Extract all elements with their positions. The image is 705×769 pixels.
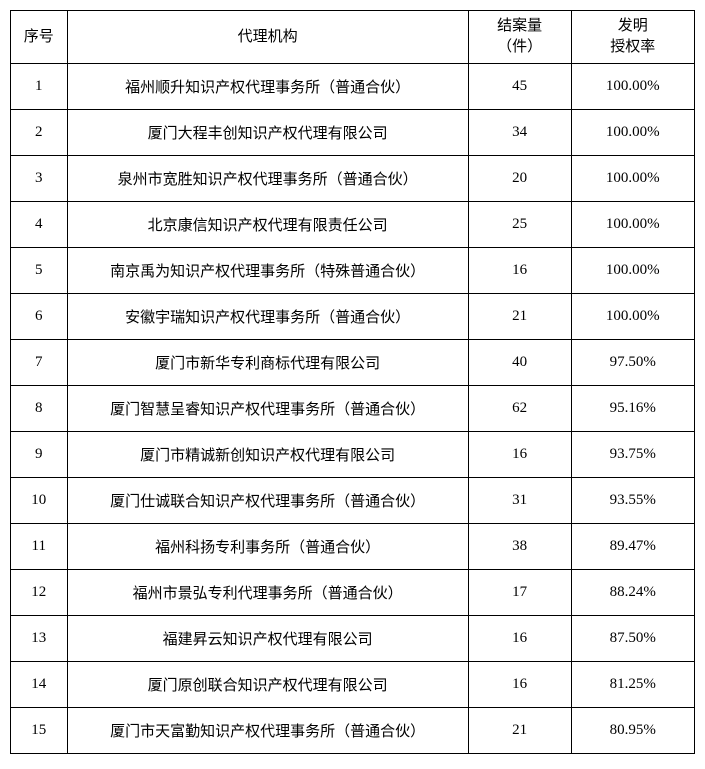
cell-cases: 21 <box>468 708 571 754</box>
cell-cases: 21 <box>468 294 571 340</box>
cell-index: 11 <box>11 524 68 570</box>
table-row: 5南京禹为知识产权代理事务所（特殊普通合伙）16100.00% <box>11 248 695 294</box>
cell-cases: 16 <box>468 432 571 478</box>
cell-cases: 16 <box>468 616 571 662</box>
cell-index: 14 <box>11 662 68 708</box>
col-header-cases: 结案量（件） <box>468 11 571 64</box>
cell-index: 8 <box>11 386 68 432</box>
table-row: 7厦门市新华专利商标代理有限公司4097.50% <box>11 340 695 386</box>
cell-cases: 62 <box>468 386 571 432</box>
cell-rate: 100.00% <box>571 248 694 294</box>
cell-agency: 北京康信知识产权代理有限责任公司 <box>67 202 468 248</box>
cell-agency: 福建昇云知识产权代理有限公司 <box>67 616 468 662</box>
cell-agency: 厦门市新华专利商标代理有限公司 <box>67 340 468 386</box>
cell-index: 6 <box>11 294 68 340</box>
cell-agency: 南京禹为知识产权代理事务所（特殊普通合伙） <box>67 248 468 294</box>
table-header: 序号 代理机构 结案量（件） 发明授权率 <box>11 11 695 64</box>
table-row: 13福建昇云知识产权代理有限公司1687.50% <box>11 616 695 662</box>
cell-index: 10 <box>11 478 68 524</box>
cell-rate: 93.75% <box>571 432 694 478</box>
agency-table: 序号 代理机构 结案量（件） 发明授权率 1福州顺升知识产权代理事务所（普通合伙… <box>10 10 695 754</box>
cell-rate: 97.50% <box>571 340 694 386</box>
cell-index: 3 <box>11 156 68 202</box>
cell-index: 15 <box>11 708 68 754</box>
cell-agency: 厦门原创联合知识产权代理有限公司 <box>67 662 468 708</box>
table-row: 11福州科扬专利事务所（普通合伙）3889.47% <box>11 524 695 570</box>
cell-index: 5 <box>11 248 68 294</box>
table-body: 1福州顺升知识产权代理事务所（普通合伙）45100.00%2厦门大程丰创知识产权… <box>11 64 695 754</box>
col-header-agency: 代理机构 <box>67 11 468 64</box>
cell-index: 13 <box>11 616 68 662</box>
cell-rate: 88.24% <box>571 570 694 616</box>
cell-index: 1 <box>11 64 68 110</box>
cell-agency: 厦门市天富勤知识产权代理事务所（普通合伙） <box>67 708 468 754</box>
cell-rate: 100.00% <box>571 64 694 110</box>
cell-agency: 安徽宇瑞知识产权代理事务所（普通合伙） <box>67 294 468 340</box>
table-row: 12福州市景弘专利代理事务所（普通合伙）1788.24% <box>11 570 695 616</box>
cell-rate: 81.25% <box>571 662 694 708</box>
cell-index: 12 <box>11 570 68 616</box>
table-row: 6安徽宇瑞知识产权代理事务所（普通合伙）21100.00% <box>11 294 695 340</box>
col-header-rate: 发明授权率 <box>571 11 694 64</box>
cell-index: 4 <box>11 202 68 248</box>
col-header-index: 序号 <box>11 11 68 64</box>
cell-rate: 100.00% <box>571 110 694 156</box>
cell-index: 7 <box>11 340 68 386</box>
cell-agency: 泉州市宽胜知识产权代理事务所（普通合伙） <box>67 156 468 202</box>
cell-cases: 16 <box>468 248 571 294</box>
cell-agency: 福州顺升知识产权代理事务所（普通合伙） <box>67 64 468 110</box>
table-row: 3泉州市宽胜知识产权代理事务所（普通合伙）20100.00% <box>11 156 695 202</box>
table-row: 10厦门仕诚联合知识产权代理事务所（普通合伙）3193.55% <box>11 478 695 524</box>
header-row: 序号 代理机构 结案量（件） 发明授权率 <box>11 11 695 64</box>
cell-agency: 厦门大程丰创知识产权代理有限公司 <box>67 110 468 156</box>
table-row: 2厦门大程丰创知识产权代理有限公司34100.00% <box>11 110 695 156</box>
cell-cases: 38 <box>468 524 571 570</box>
cell-rate: 100.00% <box>571 202 694 248</box>
table-row: 15厦门市天富勤知识产权代理事务所（普通合伙）2180.95% <box>11 708 695 754</box>
cell-cases: 45 <box>468 64 571 110</box>
cell-agency: 厦门智慧呈睿知识产权代理事务所（普通合伙） <box>67 386 468 432</box>
cell-cases: 34 <box>468 110 571 156</box>
cell-cases: 40 <box>468 340 571 386</box>
cell-agency: 厦门仕诚联合知识产权代理事务所（普通合伙） <box>67 478 468 524</box>
cell-cases: 20 <box>468 156 571 202</box>
cell-rate: 87.50% <box>571 616 694 662</box>
cell-index: 2 <box>11 110 68 156</box>
cell-cases: 25 <box>468 202 571 248</box>
table-row: 1福州顺升知识产权代理事务所（普通合伙）45100.00% <box>11 64 695 110</box>
cell-index: 9 <box>11 432 68 478</box>
cell-agency: 厦门市精诚新创知识产权代理有限公司 <box>67 432 468 478</box>
table-row: 4北京康信知识产权代理有限责任公司25100.00% <box>11 202 695 248</box>
cell-cases: 31 <box>468 478 571 524</box>
cell-cases: 17 <box>468 570 571 616</box>
table-row: 14厦门原创联合知识产权代理有限公司1681.25% <box>11 662 695 708</box>
cell-agency: 福州市景弘专利代理事务所（普通合伙） <box>67 570 468 616</box>
cell-rate: 93.55% <box>571 478 694 524</box>
cell-agency: 福州科扬专利事务所（普通合伙） <box>67 524 468 570</box>
cell-rate: 100.00% <box>571 156 694 202</box>
table-row: 8厦门智慧呈睿知识产权代理事务所（普通合伙）6295.16% <box>11 386 695 432</box>
table-row: 9厦门市精诚新创知识产权代理有限公司1693.75% <box>11 432 695 478</box>
cell-rate: 100.00% <box>571 294 694 340</box>
cell-cases: 16 <box>468 662 571 708</box>
cell-rate: 80.95% <box>571 708 694 754</box>
cell-rate: 95.16% <box>571 386 694 432</box>
cell-rate: 89.47% <box>571 524 694 570</box>
